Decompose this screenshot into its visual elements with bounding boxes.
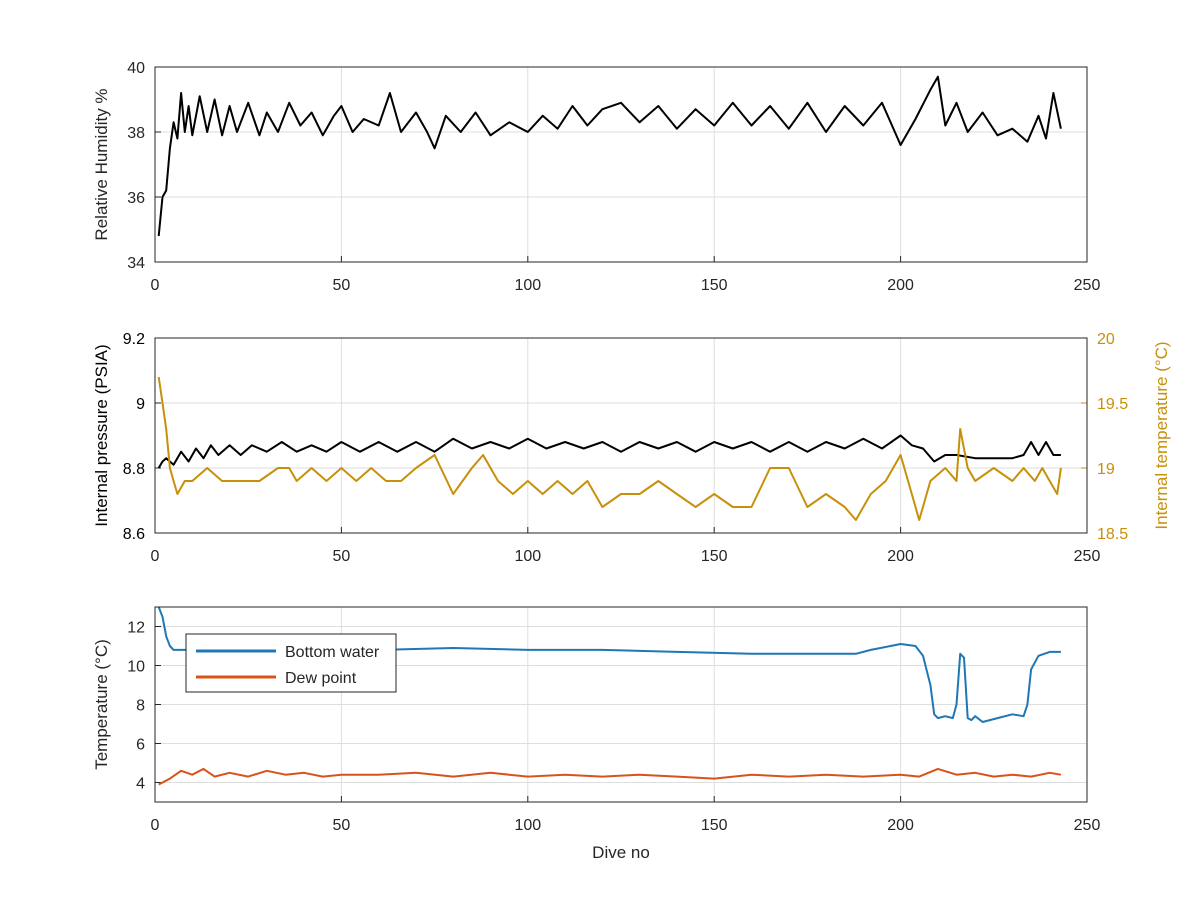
y-tick-label: 10 — [127, 659, 145, 676]
y-tick-label: 8 — [136, 698, 145, 715]
x-tick-label: 250 — [1074, 817, 1101, 834]
series-line-2 — [157, 376, 1062, 521]
plot-area — [155, 338, 1087, 533]
legend-box — [185, 633, 397, 693]
x-tick-label: 100 — [514, 277, 541, 294]
legend-label-1: Bottom water — [285, 644, 380, 661]
x-tick-label: 0 — [151, 548, 160, 565]
y-tick-label: 4 — [136, 776, 145, 793]
y-tick-label: 9 — [136, 396, 145, 413]
y-tick-label: 6 — [136, 737, 145, 754]
y-tick-label: 9.2 — [123, 331, 145, 348]
y-tick-label: 8.6 — [123, 526, 145, 543]
axes-frame — [154, 337, 1088, 534]
x-tick-label: 50 — [333, 277, 351, 294]
series-line-1 — [157, 434, 1061, 469]
x-tick-label: 150 — [701, 277, 728, 294]
y-tick-label: 12 — [127, 620, 145, 637]
chart-panel-1: 0 50 100 150 200 250 34 36 38 40 Relative Humidity… — [92, 60, 1100, 294]
x-tick-label: 250 — [1074, 548, 1101, 565]
x-tick-label: 50 — [333, 548, 351, 565]
y-axis-label: Relative Humidity % — [92, 88, 111, 240]
x-tick-label: 200 — [887, 548, 914, 565]
y-tick-label: 38 — [127, 125, 145, 142]
x-tick-label: 0 — [151, 277, 160, 294]
x-tick-label: 200 — [887, 817, 914, 834]
x-tick-label: 50 — [333, 817, 351, 834]
axes-frame — [154, 606, 1088, 803]
x-tick-label: 150 — [701, 817, 728, 834]
axes-frame — [154, 66, 1088, 263]
y2-tick-label: 19.5 — [1097, 396, 1128, 413]
x-axis-label: Dive no — [592, 843, 650, 862]
legend: Bottom water Dew point — [185, 633, 397, 693]
y2-tick-label: 19 — [1097, 461, 1115, 478]
x-tick-label: 150 — [701, 548, 728, 565]
series-line-2 — [158, 767, 1062, 786]
x-tick-label: 0 — [151, 817, 160, 834]
x-tick-label: 100 — [514, 548, 541, 565]
plot-area — [155, 67, 1087, 262]
y-axis-label: Temperature (°C) — [92, 639, 111, 770]
x-tick-label: 250 — [1074, 277, 1101, 294]
y-axis-label: Internal pressure (PSIA) — [92, 344, 111, 526]
legend-label-2: Dew point — [285, 670, 357, 687]
chart-panel-3: 0 50 100 150 200 250 4 6 8 10 12 Temperature (°C) Di… — [92, 606, 1101, 862]
chart-panel-2: 0 50 100 150 200 250 8.6 8.8 9 9.2 18.5 19 19.5 20 Int… — [92, 331, 1171, 565]
x-tick-label: 200 — [887, 277, 914, 294]
y-tick-label: 34 — [127, 255, 145, 272]
y2-tick-label: 18.5 — [1097, 526, 1128, 543]
y-tick-label: 40 — [127, 60, 145, 77]
y2-tick-label: 20 — [1097, 331, 1115, 348]
y-tick-label: 36 — [127, 190, 145, 207]
y-tick-label: 8.8 — [123, 461, 145, 478]
y2-axis-label: Internal temperature (°C) — [1152, 341, 1171, 529]
series-line-1 — [157, 75, 1062, 237]
x-tick-label: 100 — [514, 817, 541, 834]
